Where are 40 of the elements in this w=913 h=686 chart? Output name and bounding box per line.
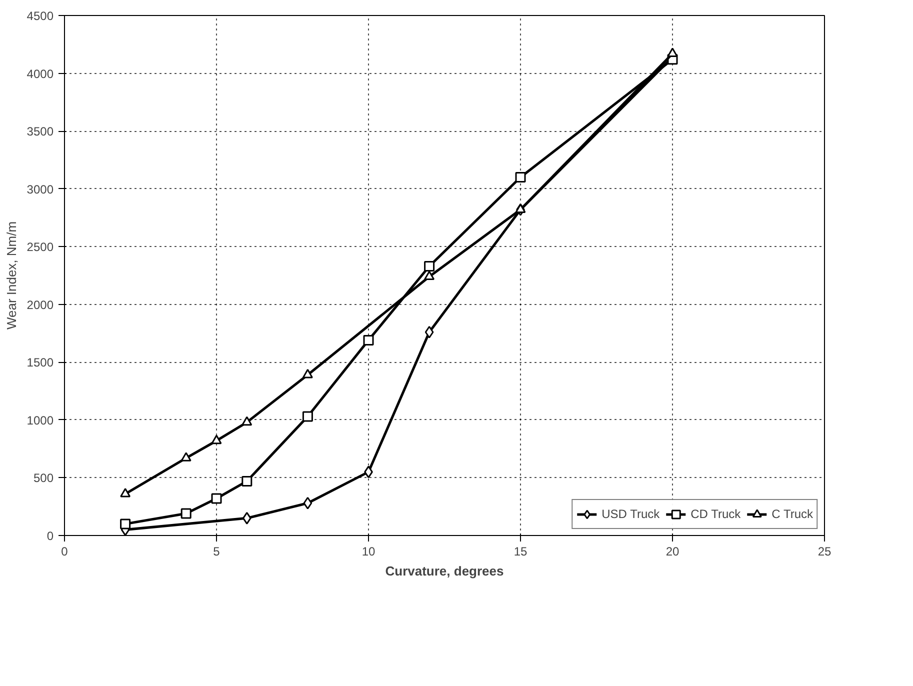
legend-label: C Truck bbox=[772, 507, 813, 521]
point bbox=[180, 452, 192, 462]
y-axis-title: Wear Index, Nm/m bbox=[4, 221, 19, 330]
x-tick-label: 20 bbox=[666, 544, 680, 558]
y-tick-label: 1500 bbox=[26, 356, 54, 370]
point bbox=[363, 334, 374, 346]
point bbox=[424, 326, 434, 338]
legend-label: CD Truck bbox=[690, 507, 741, 521]
point bbox=[120, 518, 131, 530]
legend-label: USD Truck bbox=[602, 507, 660, 521]
y-tick-label: 500 bbox=[33, 471, 54, 486]
y-tick-label: 3500 bbox=[26, 124, 54, 139]
point bbox=[120, 488, 131, 498]
y-tick-label: 2000 bbox=[26, 298, 54, 312]
point bbox=[211, 493, 222, 504]
point bbox=[242, 512, 252, 524]
x-tick-label: 10 bbox=[362, 544, 376, 558]
x-tick-label: 0 bbox=[61, 544, 68, 558]
point bbox=[302, 411, 313, 422]
y-tick-label: 2500 bbox=[26, 240, 54, 254]
point bbox=[242, 416, 252, 426]
x-axis-title: Curvature, degrees bbox=[385, 564, 504, 578]
point bbox=[180, 508, 192, 519]
point bbox=[667, 48, 678, 57]
y-tick-label: 3000 bbox=[26, 182, 54, 196]
point bbox=[211, 434, 222, 444]
point bbox=[424, 270, 435, 280]
point bbox=[515, 204, 526, 213]
point bbox=[302, 368, 313, 378]
y-tick-label: 4000 bbox=[26, 66, 54, 81]
y-tick-label: 1000 bbox=[26, 413, 54, 428]
y-tick-label: 4500 bbox=[26, 9, 54, 23]
x-tick-label: 15 bbox=[514, 544, 528, 558]
point bbox=[242, 476, 252, 486]
y-tick-label: 0 bbox=[46, 529, 54, 543]
point bbox=[303, 496, 312, 510]
point bbox=[515, 172, 526, 183]
x-tick-label: 5 bbox=[213, 544, 220, 558]
point bbox=[424, 261, 435, 272]
x-tick-label: 25 bbox=[818, 544, 832, 558]
